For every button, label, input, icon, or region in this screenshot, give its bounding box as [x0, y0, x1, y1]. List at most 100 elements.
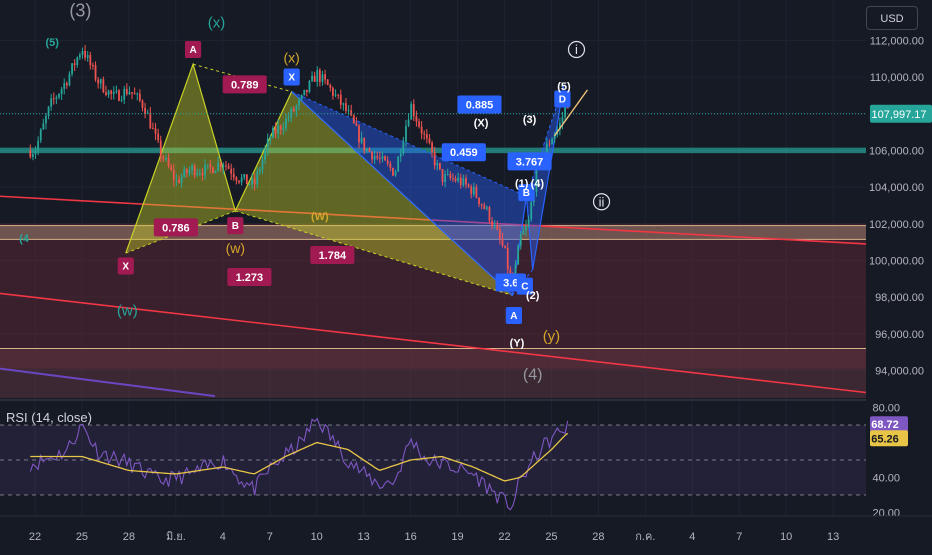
candle-body [232, 173, 235, 178]
candle-body [277, 125, 280, 134]
candle-body [295, 105, 298, 112]
fib-ratio-label[interactable]: 0.786 [153, 218, 198, 237]
candle-body [303, 89, 306, 96]
currency-button[interactable]: USD [866, 6, 918, 30]
fib-ratio-label[interactable]: 1.784 [310, 245, 355, 264]
candle-body [378, 157, 381, 159]
fib-ratio-label-bg [457, 95, 502, 114]
pattern-point-label[interactable]: A [505, 306, 522, 324]
candle-body [509, 269, 512, 278]
time-tick-label: 4 [689, 531, 695, 543]
candle-body [243, 174, 246, 178]
candle-body [470, 186, 473, 195]
candle-body [123, 88, 126, 100]
candle-body [212, 167, 214, 174]
rsi-tick-label: 40.00 [872, 473, 900, 485]
candle-body [467, 184, 470, 187]
candle-body [517, 245, 520, 265]
wave-label: (w) [117, 302, 138, 319]
candle-body [37, 140, 40, 152]
candle-body [566, 106, 569, 109]
price-tick-label: 112,000.00 [870, 35, 924, 47]
candle-body [230, 168, 233, 174]
candle-body [34, 151, 37, 155]
harmonic-xb [125, 210, 236, 254]
candle-body [420, 126, 423, 134]
candle-body [138, 93, 141, 101]
fib-ratio-label[interactable]: 3.767 [507, 152, 552, 171]
candle-body [274, 128, 277, 134]
wave-label: (x) [283, 49, 299, 65]
candle-body [52, 98, 55, 100]
fib-ratio-label-text: 3.6 [503, 277, 518, 289]
candle-body [316, 70, 319, 82]
candle-body [452, 178, 454, 180]
price-tick-label: 98,000.00 [875, 292, 924, 304]
candle-body [175, 179, 178, 181]
candle-body [172, 169, 175, 181]
candle-body [185, 168, 188, 174]
candle-body [167, 158, 170, 167]
rsi-pane[interactable] [0, 417, 866, 511]
fib-ratio-label[interactable]: 1.273 [227, 267, 272, 286]
candle-body [386, 160, 389, 164]
circled-wave-label: i [567, 40, 586, 59]
candle-body [261, 159, 264, 170]
projection-line [554, 89, 589, 137]
fib-ratio-label-text: 1.273 [236, 272, 264, 284]
wave-label: (4) [523, 367, 543, 384]
pattern-point-label-text: C [521, 282, 528, 293]
rsi-indicator-label[interactable]: RSI (14, close) [6, 410, 92, 425]
pattern-point-label[interactable]: C [516, 277, 533, 295]
harmonic-triangle-bcd [235, 91, 513, 296]
pattern-point-label[interactable]: D [554, 90, 571, 108]
ratio-labels: 0.786 0.789 1.273 1.784 0.885 0.459 3.767 3.6 X A… [117, 41, 571, 324]
candle-body [269, 137, 272, 139]
candle-body [350, 110, 353, 116]
circled-wave-text: ii [599, 194, 605, 209]
support-band [0, 225, 866, 240]
pattern-point-label[interactable]: B [518, 184, 535, 202]
time-tick-label: 28 [592, 531, 604, 543]
candle-body [99, 79, 102, 84]
rsi-tick-label: 80.00 [872, 403, 900, 415]
wave-label: (5) [557, 81, 571, 93]
fib-ratio-label[interactable]: 0.459 [441, 143, 486, 162]
wave-label: (y) [543, 328, 561, 345]
candle-body [525, 226, 527, 231]
candle-body [266, 138, 269, 150]
candle-body [112, 92, 115, 94]
candle-body [131, 92, 133, 94]
last-price-badge [870, 104, 932, 123]
time-tick-label: มิ.ย. [166, 531, 186, 543]
wave-label: (5) [45, 37, 59, 49]
candle-body [248, 184, 251, 186]
price-tick-label: 94,000.00 [875, 365, 924, 377]
fib-ratio-label[interactable]: 0.885 [457, 95, 502, 114]
candle-body [496, 224, 499, 230]
pattern-point-label[interactable]: X [283, 68, 300, 86]
time-tick-label: 16 [404, 531, 416, 543]
wave-label: (2) [526, 290, 540, 302]
candle-body [256, 171, 259, 185]
pattern-point-label-bg [554, 90, 571, 108]
pattern-point-label[interactable]: B [227, 217, 244, 235]
time-tick-label: 10 [780, 531, 792, 543]
pattern-point-label[interactable]: A [184, 41, 202, 59]
fib-ratio-label-bg [227, 267, 272, 286]
candle-body [389, 163, 392, 169]
fib-ratio-label[interactable]: 0.789 [222, 75, 267, 94]
wave-label: (x) [208, 15, 226, 32]
pattern-point-label[interactable]: X [117, 257, 134, 275]
time-axis[interactable]: 22 25 28 มิ.ย. 4 7 10 13 16 19 22 25 28 ก.ค. 4 7 10 13 [0, 515, 932, 550]
pattern-point-label-bg [227, 217, 244, 235]
candle-body [459, 177, 462, 186]
candle-body [491, 220, 493, 226]
fib-ratio-label-bg [153, 218, 198, 237]
harmonic-bd [235, 210, 513, 296]
wave-label: (3) [69, 1, 91, 21]
candle-body [159, 140, 162, 157]
